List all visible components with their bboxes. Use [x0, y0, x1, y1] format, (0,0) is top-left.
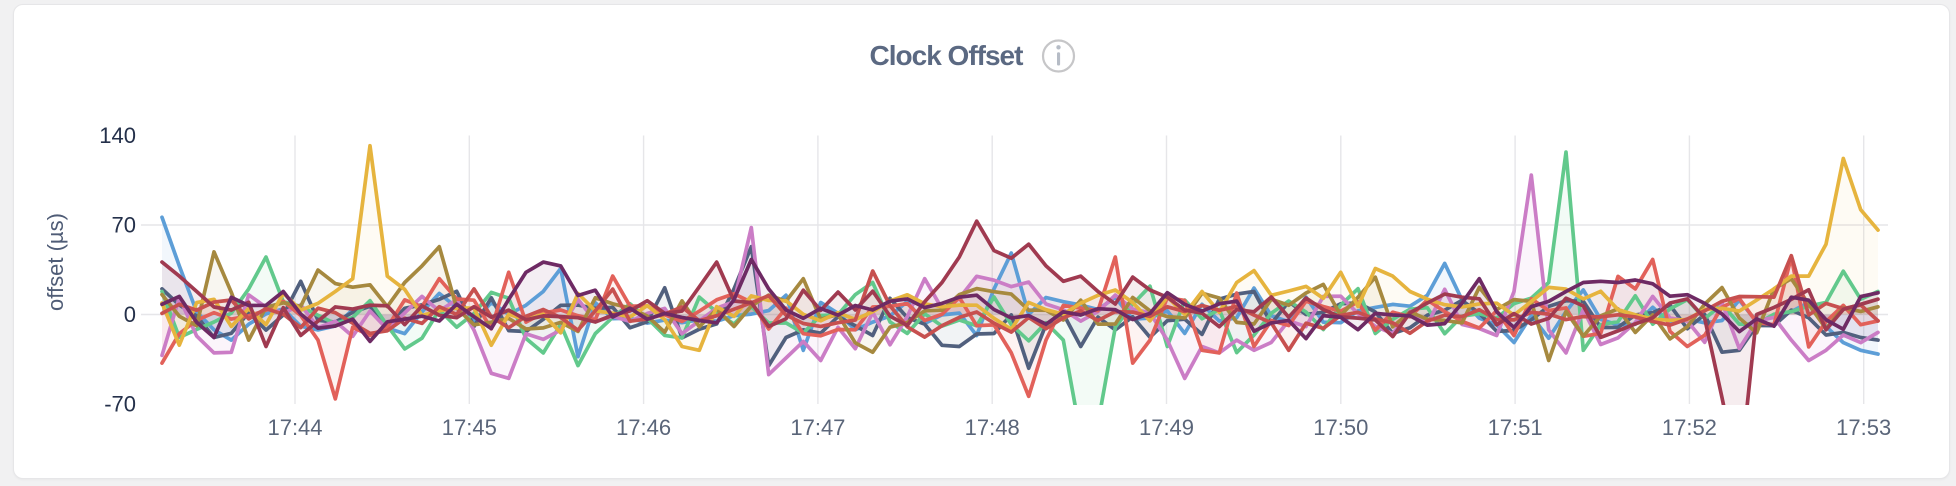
svg-text:140: 140 — [99, 123, 136, 148]
svg-text:17:52: 17:52 — [1662, 415, 1717, 440]
svg-text:0: 0 — [124, 302, 136, 327]
svg-text:17:46: 17:46 — [616, 415, 671, 440]
svg-text:17:45: 17:45 — [442, 415, 497, 440]
svg-text:17:53: 17:53 — [1836, 415, 1891, 440]
svg-text:17:48: 17:48 — [965, 415, 1020, 440]
svg-text:70: 70 — [112, 213, 136, 238]
svg-text:17:50: 17:50 — [1313, 415, 1368, 440]
svg-text:offset (µs): offset (µs) — [43, 213, 68, 311]
svg-text:Clock Offset: Clock Offset — [870, 40, 1024, 71]
svg-text:17:47: 17:47 — [790, 415, 845, 440]
svg-text:17:49: 17:49 — [1139, 415, 1194, 440]
svg-text:17:44: 17:44 — [267, 415, 322, 440]
svg-text:17:51: 17:51 — [1488, 415, 1543, 440]
svg-text:-70: -70 — [104, 392, 136, 417]
